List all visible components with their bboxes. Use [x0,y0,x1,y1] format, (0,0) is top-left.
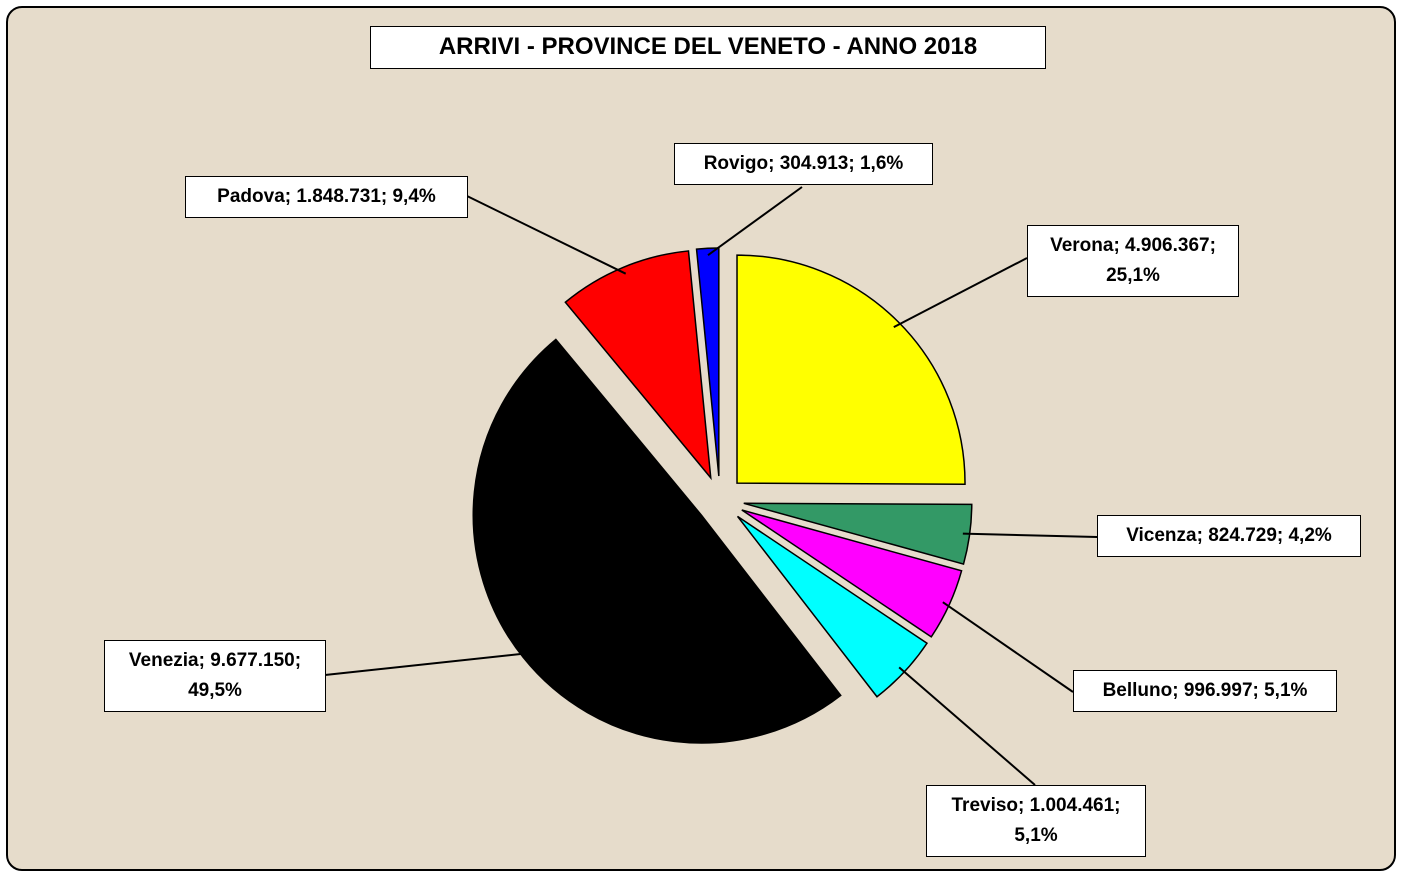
pie-slice [564,250,712,481]
data-label: Rovigo; 304.913; 1,6% [674,143,933,185]
leader-line [466,195,627,275]
data-label: Vicenza; 824.729; 4,2% [1097,515,1361,557]
data-label: Padova; 1.848.731; 9,4% [185,176,468,218]
pie-slice [472,338,842,744]
leader-line [942,601,1074,693]
leader-line [962,532,1098,538]
data-label: Belluno; 996.997; 5,1% [1073,670,1337,712]
leader-line [707,186,803,256]
data-label: Verona; 4.906.367; 25,1% [1027,225,1239,297]
leader-line [893,257,1028,328]
leader-line [324,652,529,676]
chart-title: ARRIVI - PROVINCE DEL VENETO - ANNO 2018 [370,26,1046,69]
pie-slice [736,254,966,485]
data-label: Venezia; 9.677.150; 49,5% [104,640,326,712]
pie-slice [741,509,963,638]
data-label: Treviso; 1.004.461; 5,1% [926,785,1146,857]
leader-line [898,666,1036,786]
